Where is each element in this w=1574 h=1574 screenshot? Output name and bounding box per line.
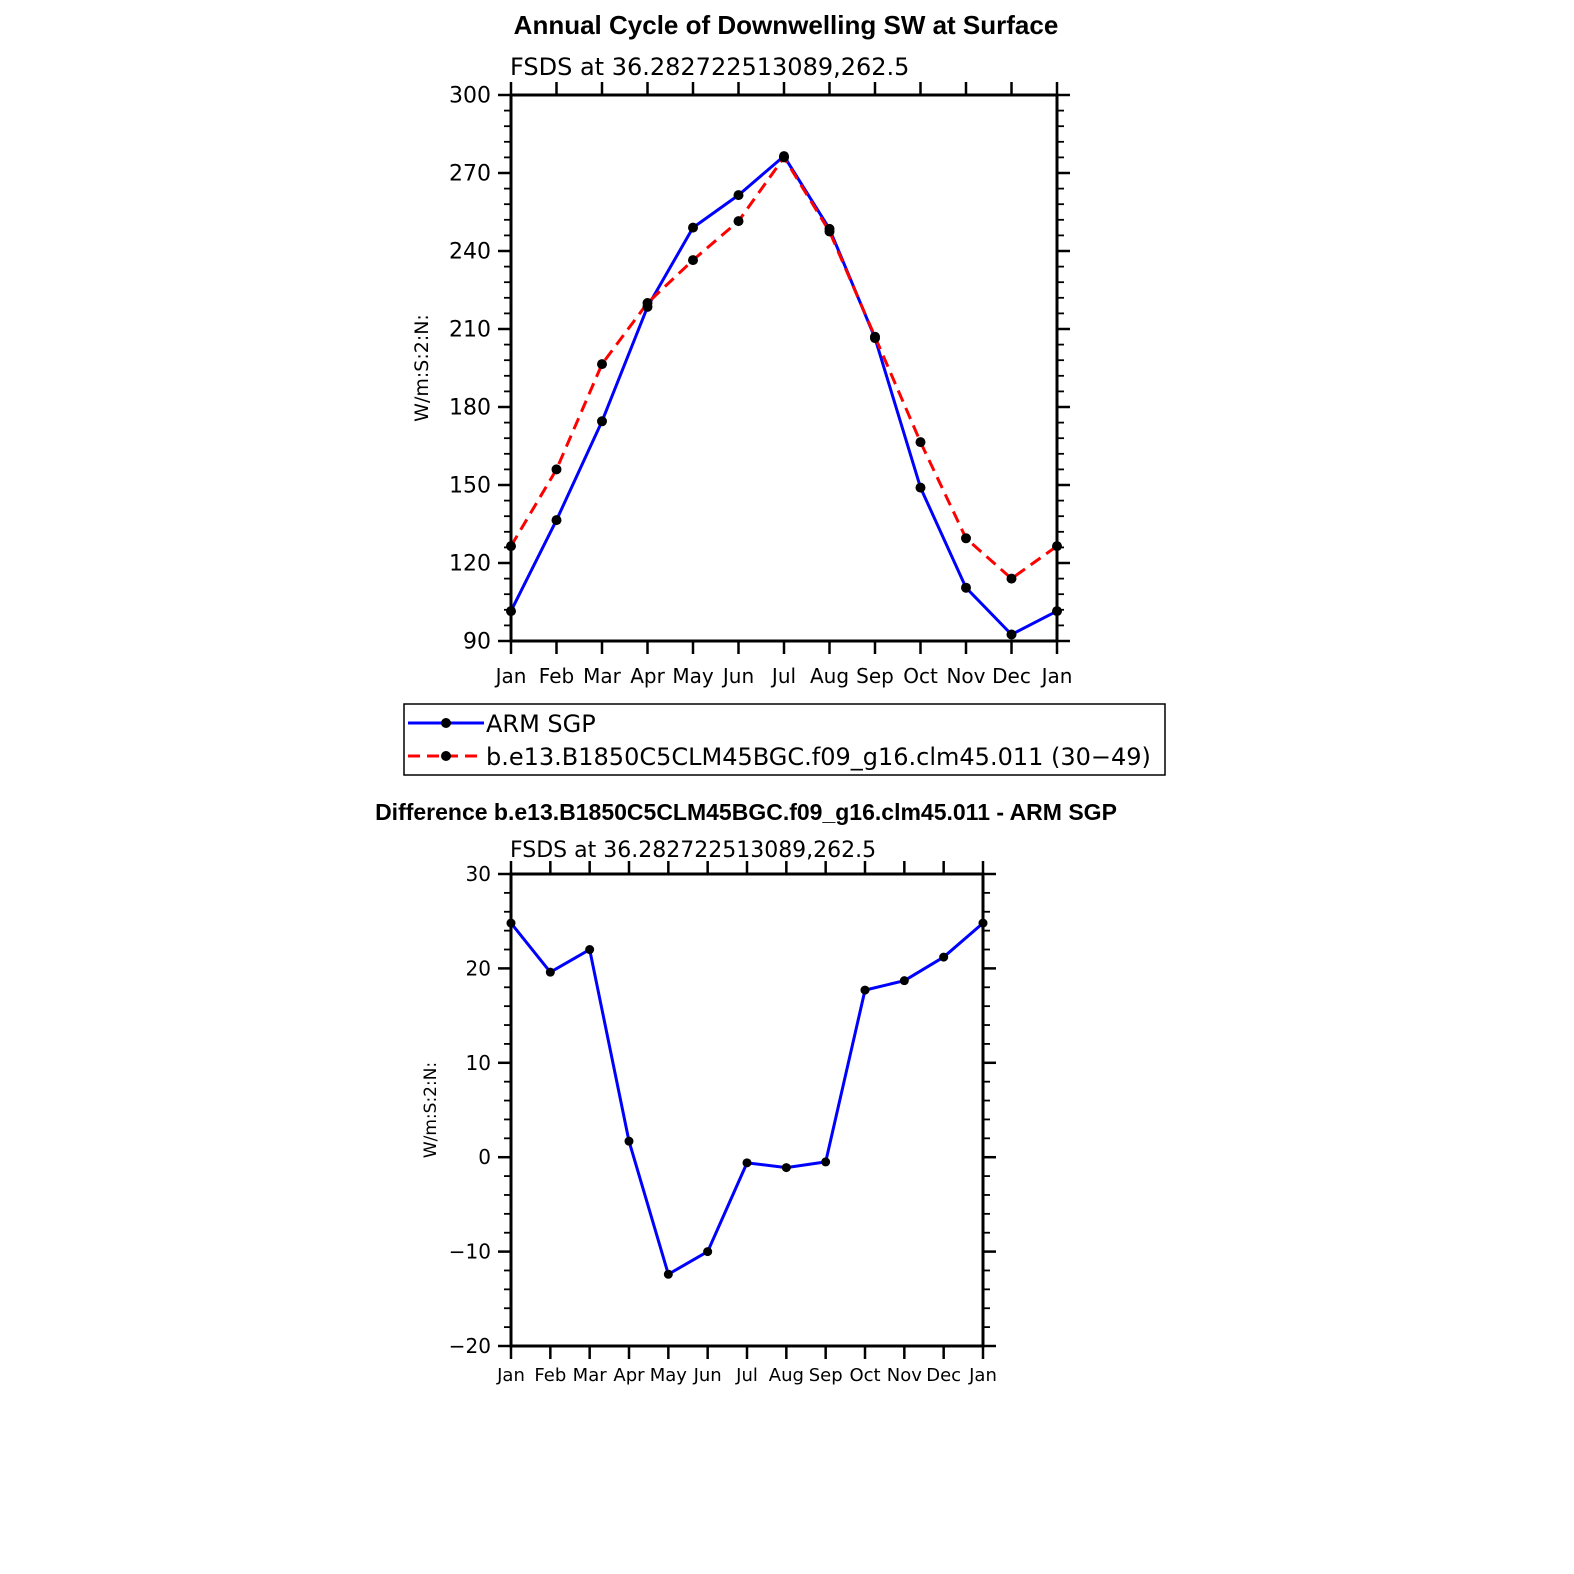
y-tick-label: −20 — [449, 1334, 491, 1358]
x-tick-label: Feb — [539, 664, 574, 688]
x-tick-label: Oct — [903, 664, 938, 688]
y-tick-label: 120 — [449, 552, 491, 577]
data-point — [961, 582, 971, 593]
data-point — [624, 1136, 634, 1146]
chart-title: Difference b.e13.B1850C5CLM45BGC.f09_g16… — [375, 799, 1117, 825]
data-point — [779, 152, 789, 163]
data-point — [824, 226, 835, 237]
legend-label-arm-sgp: ARM SGP — [486, 710, 596, 738]
x-tick-label: Jun — [721, 664, 754, 688]
data-point — [597, 416, 607, 427]
data-point — [915, 482, 926, 493]
series-line-1 — [509, 155, 1058, 581]
series-line-0 — [509, 921, 984, 1276]
legend: ARM SGP b.e13.B1850C5CLM45BGC.f09_g16.cl… — [403, 703, 1166, 776]
x-tick-label: Jan — [1040, 664, 1073, 688]
x-tick-label: May — [672, 664, 714, 688]
x-tick-label: Apr — [630, 664, 665, 688]
data-point — [781, 1163, 791, 1173]
data-point — [915, 437, 926, 448]
data-point — [688, 222, 698, 233]
data-point — [860, 985, 870, 995]
tick-marks — [498, 861, 996, 1359]
plot-frame — [509, 93, 1059, 643]
data-point — [585, 945, 595, 955]
x-tick-label: Jan — [494, 664, 527, 688]
plot-frame — [509, 872, 985, 1348]
data-point — [821, 1157, 831, 1167]
x-tick-label: Mar — [583, 664, 622, 688]
data-point — [899, 976, 909, 986]
y-tick-label: 10 — [466, 1051, 491, 1075]
data-point — [545, 967, 555, 977]
x-tick-label: Jul — [770, 664, 796, 688]
y-axis-label: W/m:S:2:N: — [421, 1062, 441, 1158]
y-axis-label: W/m:S:2:N: — [411, 314, 433, 422]
y-tick-label: 270 — [449, 162, 491, 187]
x-tick-label: Dec — [992, 664, 1031, 688]
y-tick-label: 300 — [449, 84, 491, 109]
data-point — [1006, 573, 1017, 584]
x-tick-label: Jul — [735, 1365, 758, 1386]
legend-box — [403, 703, 1166, 776]
y-tick-label: 90 — [463, 630, 491, 655]
data-point — [742, 1158, 752, 1168]
y-tick-label: 180 — [449, 396, 491, 421]
data-point — [642, 298, 653, 308]
data-point — [597, 359, 607, 370]
plot-area — [506, 151, 1062, 640]
x-tick-label: Oct — [849, 1365, 880, 1386]
chart-subtitle: FSDS at 36.282722513089,262.5 — [510, 838, 876, 863]
y-tick-label: 0 — [478, 1145, 491, 1169]
x-tick-label: Sep — [809, 1365, 843, 1386]
chart-subtitle: FSDS at 36.282722513089,262.5 — [510, 53, 909, 81]
legend-marker-model — [441, 751, 451, 761]
x-tick-label: Jan — [496, 1365, 525, 1386]
x-tick-label: Aug — [810, 664, 849, 688]
tick-labels: 90 120 150 180 210 240 270 300 Jan Feb Mar Apr May Ju… — [449, 84, 1072, 688]
x-tick-label: Feb — [534, 1365, 566, 1386]
y-tick-label: 20 — [466, 956, 491, 980]
x-tick-label: Nov — [887, 1365, 922, 1386]
chart-difference: Difference b.e13.B1850C5CLM45BGC.f09_g16… — [375, 799, 1117, 1386]
x-tick-label: Dec — [926, 1365, 961, 1386]
x-tick-label: Jun — [693, 1365, 722, 1386]
y-tick-label: −10 — [449, 1240, 491, 1264]
data-point — [688, 255, 698, 266]
x-tick-label: Nov — [946, 664, 985, 688]
data-point — [663, 1269, 673, 1279]
x-tick-label: Apr — [613, 1365, 645, 1386]
x-tick-label: Aug — [769, 1365, 804, 1386]
data-point — [733, 216, 744, 227]
data-point — [961, 533, 971, 544]
data-point — [939, 952, 949, 962]
tick-labels: −20 −10 0 10 20 30 Jan Feb Mar Apr May Jun Jul Aug Sep… — [449, 862, 997, 1386]
data-point — [870, 331, 880, 342]
y-tick-label: 150 — [449, 474, 491, 499]
data-point — [703, 1247, 713, 1257]
y-tick-label: 30 — [466, 862, 491, 886]
tick-marks — [498, 82, 1070, 654]
data-point — [551, 515, 562, 526]
plot-area — [506, 918, 988, 1279]
data-point — [1006, 629, 1017, 640]
x-tick-label: May — [650, 1365, 688, 1386]
legend-marker-arm-sgp — [441, 718, 451, 728]
x-tick-label: Jan — [968, 1365, 997, 1386]
x-tick-label: Mar — [573, 1365, 608, 1386]
data-point — [733, 190, 744, 201]
series-line-0 — [509, 154, 1058, 636]
chart-title: Annual Cycle of Downwelling SW at Surfac… — [514, 10, 1059, 40]
legend-label-model: b.e13.B1850C5CLM45BGC.f09_g16.clm45.011 … — [486, 743, 1151, 771]
chart-annual-cycle: Annual Cycle of Downwelling SW at Surfac… — [411, 10, 1072, 688]
data-point — [551, 464, 562, 475]
y-tick-label: 210 — [449, 318, 491, 343]
x-tick-label: Sep — [856, 664, 894, 688]
y-tick-label: 240 — [449, 240, 491, 265]
